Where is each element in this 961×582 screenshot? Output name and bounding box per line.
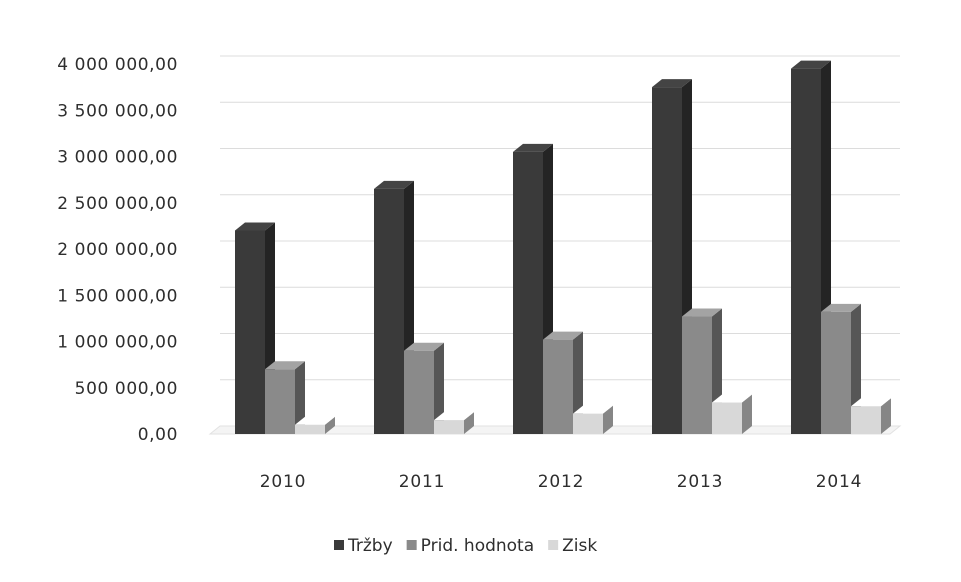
y-tick-label: 3 500 000,00 <box>57 101 178 121</box>
legend-label: Zisk <box>562 536 597 556</box>
x-axis-category-labels: 2010 2011 2012 2013 2014 <box>260 472 862 492</box>
bar-prid-hodnota-2011 <box>404 342 444 434</box>
y-axis-tick-labels: 0,00 500 000,00 1 000 000,00 1 500 000,00 2 … <box>57 55 178 445</box>
legend-swatch <box>334 540 344 550</box>
x-category-label: 2011 <box>399 472 445 492</box>
legend-item: Prid. hodnota <box>406 536 535 556</box>
bar-zisk-2014 <box>851 398 891 434</box>
y-tick-label: 1 500 000,00 <box>57 286 178 306</box>
legend-item: Zisk <box>548 536 597 556</box>
bar-zisk-2010 <box>295 416 335 434</box>
y-tick-label: 4 000 000,00 <box>57 55 178 75</box>
y-tick-label: 500 000,00 <box>75 379 178 399</box>
legend-swatch <box>406 540 417 550</box>
y-tick-label: 1 000 000,00 <box>57 333 178 353</box>
bar-zisk-2013 <box>712 394 752 434</box>
bars <box>235 60 891 434</box>
legend-label: Prid. hodnota <box>421 536 535 556</box>
y-tick-label: 3 000 000,00 <box>57 148 178 168</box>
x-category-label: 2013 <box>677 472 723 492</box>
legend-label: Tržby <box>347 536 393 556</box>
bar-zisk-2011 <box>434 412 474 434</box>
legend-swatch <box>548 540 559 550</box>
legend-item: Tržby <box>334 536 393 556</box>
x-category-label: 2014 <box>816 472 862 492</box>
y-tick-label: 2 000 000,00 <box>57 240 178 260</box>
y-tick-label: 0,00 <box>138 425 178 445</box>
bar-tr-by-2014 <box>791 60 831 434</box>
y-tick-label: 2 500 000,00 <box>57 194 178 214</box>
legend: Tržby Prid. hodnota Zisk <box>334 536 597 556</box>
x-category-label: 2010 <box>260 472 306 492</box>
bar-prid-hodnota-2010 <box>265 361 305 434</box>
x-category-label: 2012 <box>538 472 584 492</box>
bar-zisk-2012 <box>573 405 613 434</box>
bar-tr-by-2012 <box>513 143 553 434</box>
